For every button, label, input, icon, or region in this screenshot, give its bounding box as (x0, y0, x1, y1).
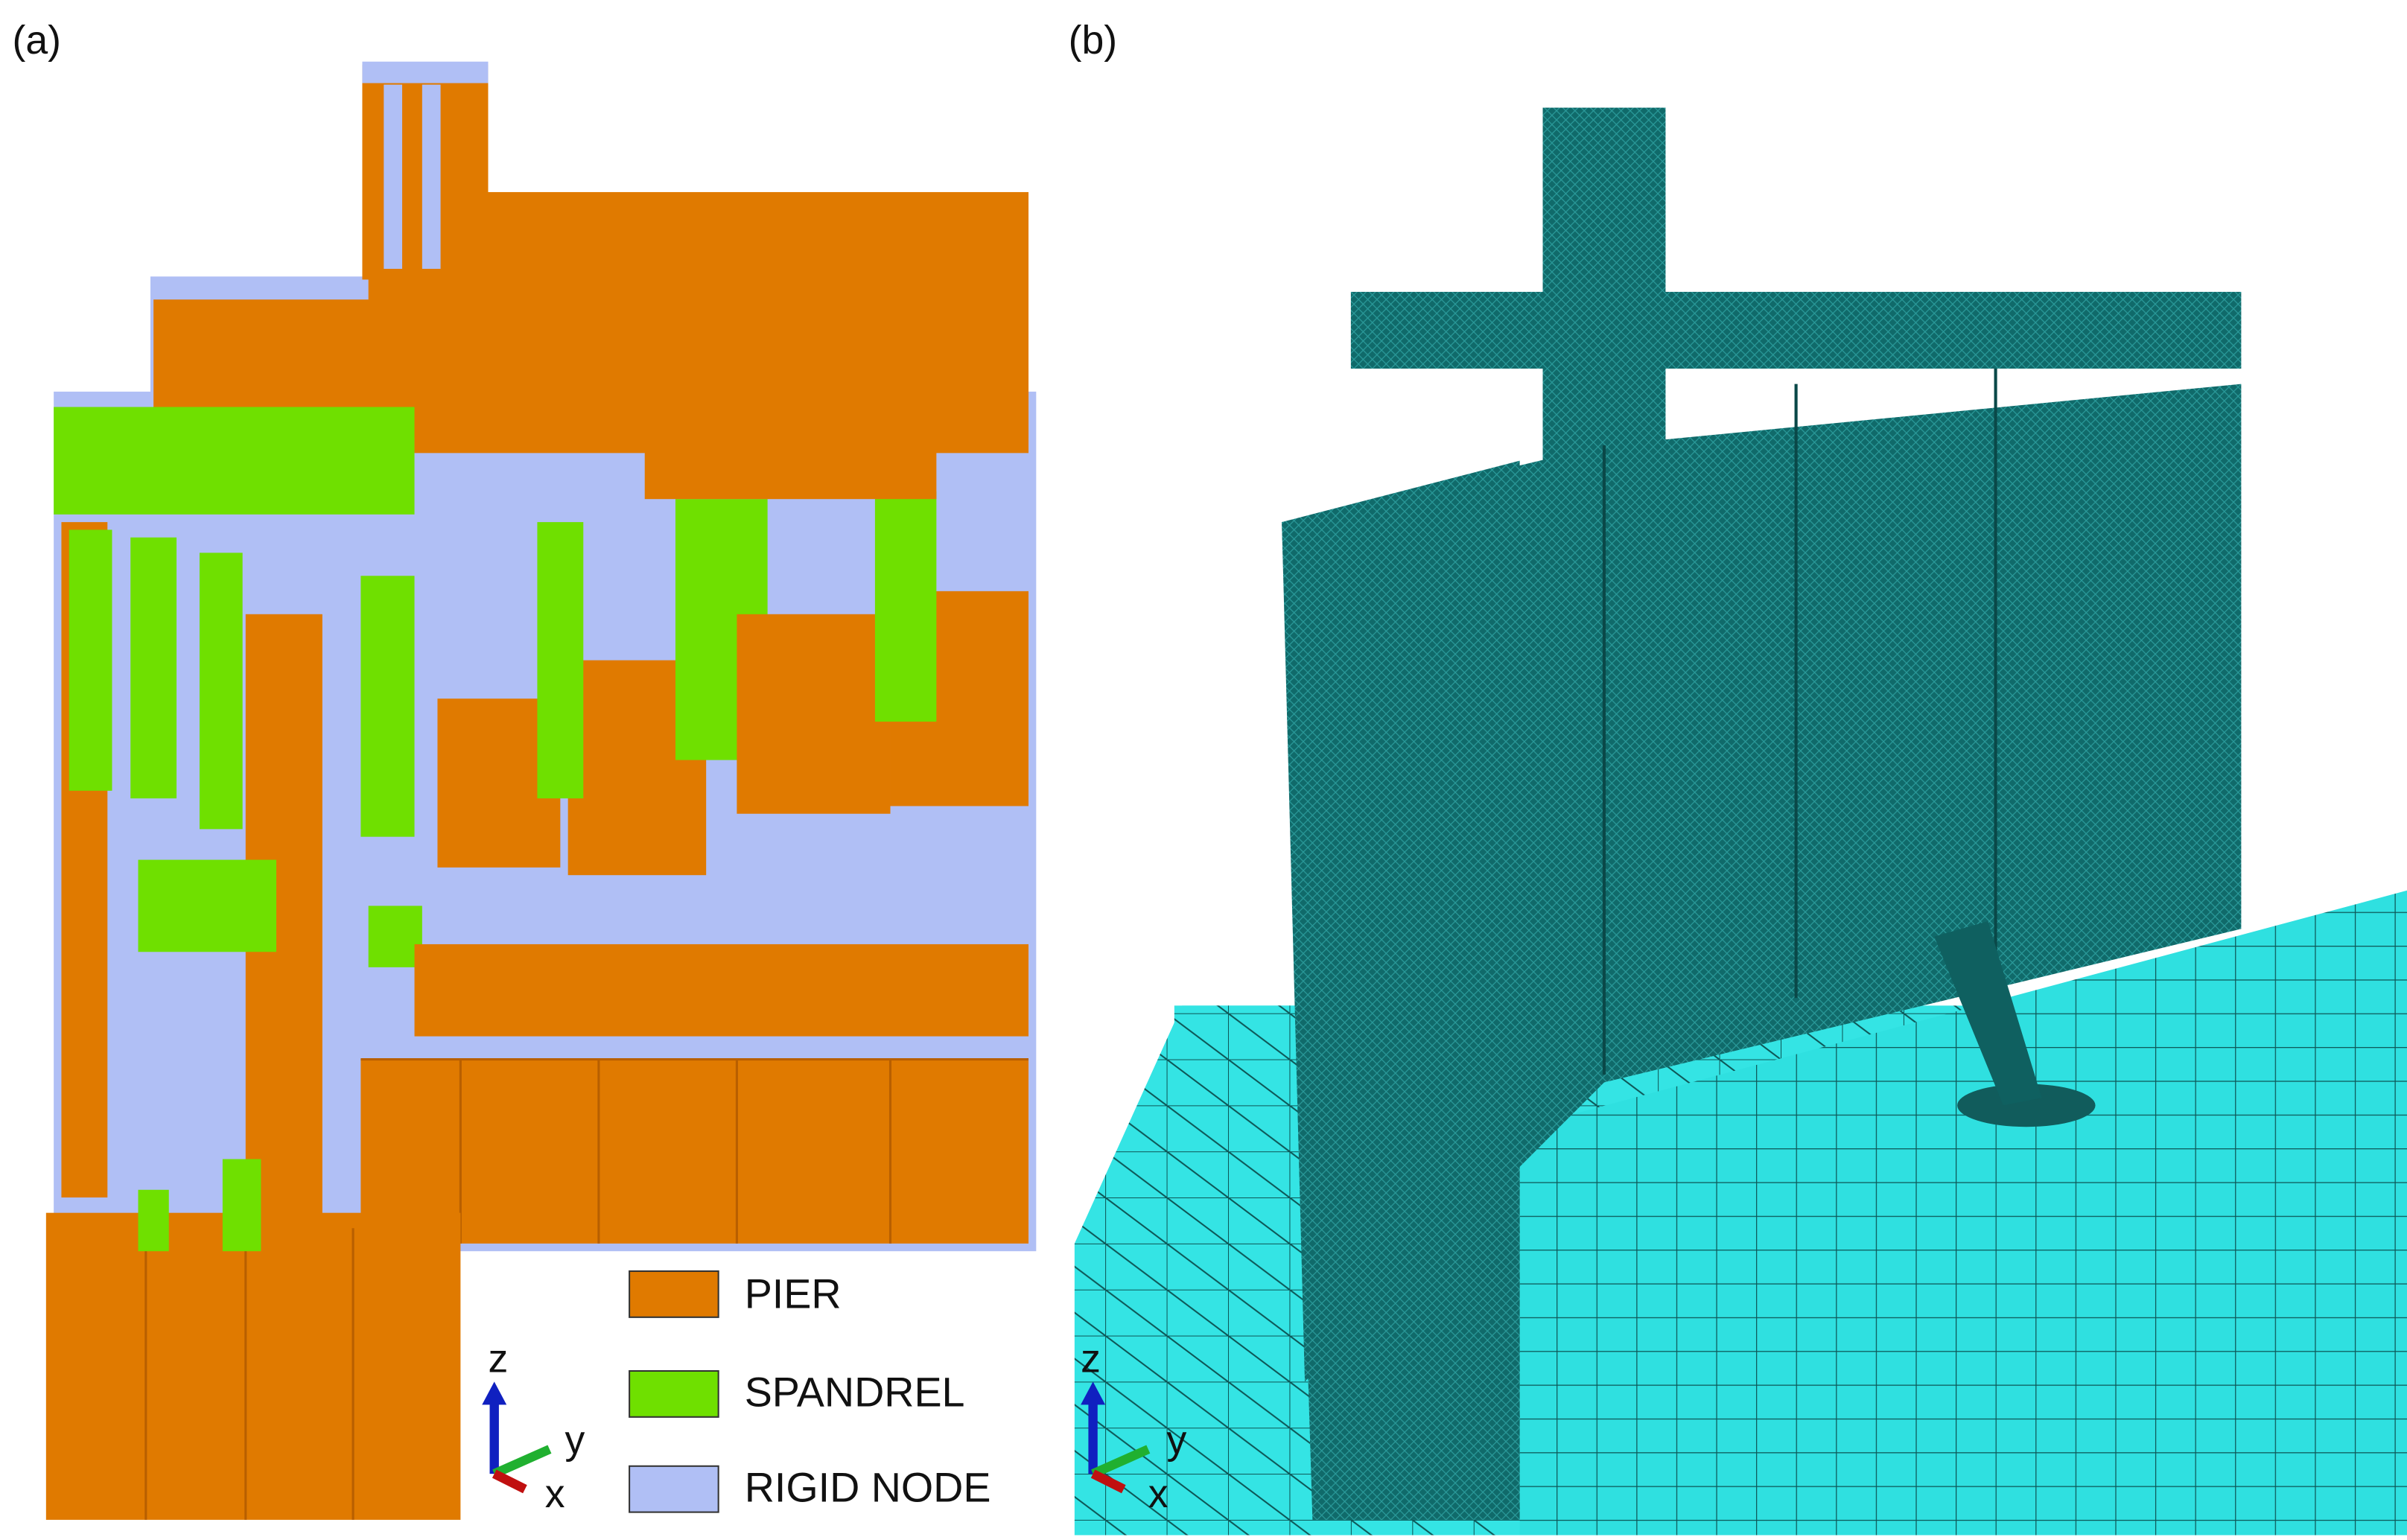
axis-triad: z y x (1081, 1337, 1187, 1516)
legend-label: RIGID NODE (745, 1464, 991, 1510)
axis-label: y (565, 1418, 585, 1463)
axis-label: x (1148, 1471, 1168, 1516)
axis-triad: z y x (482, 1337, 585, 1516)
legend-swatch (629, 1369, 719, 1418)
legend-swatch (629, 1270, 719, 1318)
legend-label: PIER (745, 1271, 842, 1317)
axis-label: z (488, 1337, 508, 1381)
axis-label: y (1167, 1418, 1187, 1463)
legend-swatch (629, 1465, 719, 1513)
fem-model (1074, 107, 2407, 1536)
legend: PIER SPANDREL RIGID NODE (629, 1270, 991, 1513)
panel-label: (a) (12, 18, 60, 63)
legend-label: SPANDREL (745, 1369, 965, 1416)
axis-label: x (545, 1471, 565, 1516)
masonry-model (45, 61, 1037, 1520)
axis-label: z (1081, 1337, 1101, 1381)
panel-label: (b) (1069, 18, 1117, 63)
